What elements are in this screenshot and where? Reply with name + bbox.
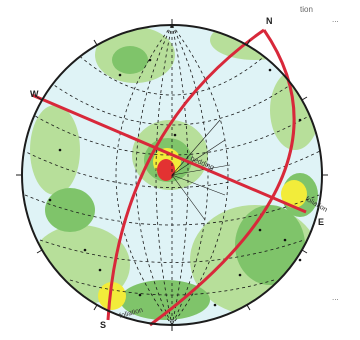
pole-point — [213, 303, 217, 307]
label-north: N — [266, 16, 273, 26]
pole-points — [48, 58, 302, 307]
pole-point — [173, 133, 177, 137]
pole-point — [148, 58, 152, 62]
pole-point — [48, 198, 52, 202]
radial-5 — [171, 119, 221, 176]
small-circle-6 — [39, 239, 305, 263]
contour-peak-center — [157, 159, 175, 181]
tick — [246, 39, 251, 46]
radial-lines — [171, 119, 231, 221]
radial-1 — [171, 139, 226, 176]
pole-point — [298, 258, 302, 262]
label-south: S — [100, 320, 106, 330]
contour-mid-top — [112, 46, 148, 74]
contour-low-top-right — [210, 25, 300, 60]
contour-mid-bottom-right — [235, 205, 305, 285]
pole-point — [258, 228, 262, 232]
small-circle-3 — [24, 109, 320, 156]
great-circle-grid-6 — [171, 25, 209, 325]
pole-point — [138, 293, 142, 297]
radial-3 — [171, 174, 226, 196]
great-circles — [31, 28, 307, 327]
tick — [36, 249, 43, 254]
pole-point — [58, 148, 62, 152]
pole-point — [83, 248, 87, 252]
tick — [301, 249, 308, 254]
great-circle-bedding — [31, 93, 307, 214]
contour-mid-left — [45, 188, 95, 232]
label-west: W — [30, 89, 39, 99]
margin-dots-top: ... — [332, 15, 339, 24]
label-east: E — [318, 217, 324, 227]
great-circle-foliation-b — [149, 29, 296, 327]
margin-dots-bottom: ... — [332, 293, 339, 302]
small-circle-2 — [39, 74, 305, 126]
pole-point — [283, 238, 287, 242]
perimeter-ticks — [16, 19, 328, 331]
tick — [36, 96, 43, 101]
small-circle-1 — [61, 39, 283, 96]
pole-point — [98, 268, 102, 272]
pole-point — [298, 118, 302, 122]
contour-high-east — [281, 180, 307, 208]
pole-point — [238, 273, 242, 277]
great-circle-foliation-a — [106, 28, 265, 321]
contour-high-south — [98, 282, 126, 310]
radial-4 — [171, 174, 206, 221]
pole-point — [118, 73, 122, 77]
net-grid — [22, 25, 322, 325]
contour-mid-bottom — [120, 280, 210, 320]
contour-low-left — [30, 105, 80, 195]
radial-2 — [171, 164, 231, 176]
great-circle-grid-5 — [171, 25, 189, 325]
tick — [246, 304, 251, 311]
great-circle-grid-1 — [115, 25, 173, 325]
tick — [93, 304, 98, 311]
pole-point — [268, 68, 272, 72]
tick — [93, 39, 98, 46]
great-circle-grid-3 — [155, 25, 173, 325]
small-circle-7 — [69, 279, 275, 296]
tick — [301, 96, 308, 101]
header-corner-text: tion — [300, 5, 313, 14]
great-circle-grid-2 — [135, 25, 173, 325]
